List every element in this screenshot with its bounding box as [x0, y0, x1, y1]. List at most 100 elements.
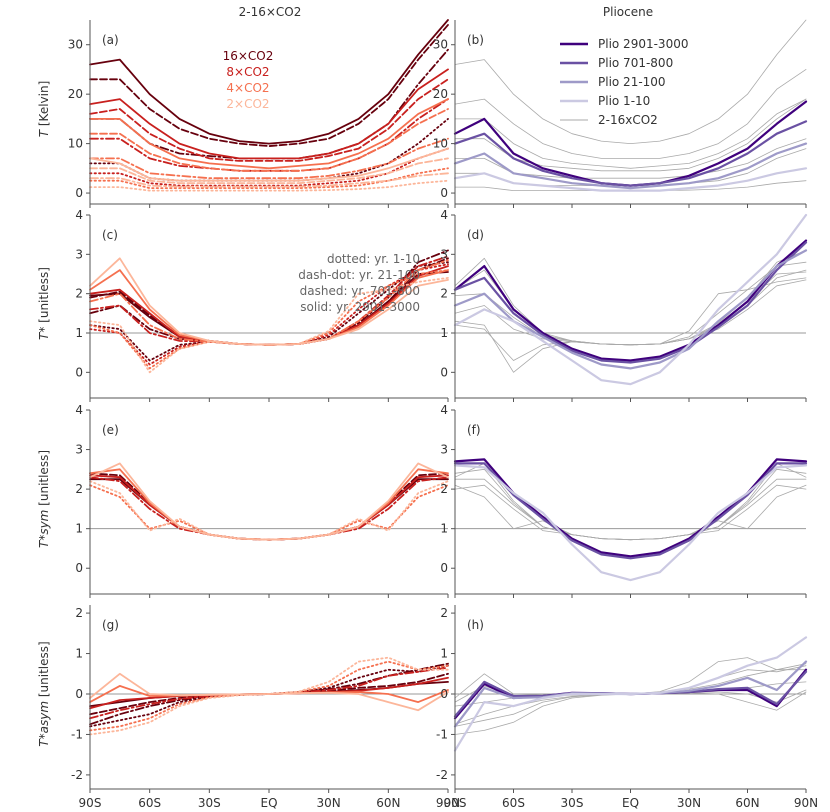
y-tick-label: 30	[433, 38, 448, 52]
y-tick-label: 10	[433, 137, 448, 151]
series-line	[453, 636, 808, 752]
y-tick-label: 2	[440, 287, 448, 301]
y-tick-label: 3	[75, 443, 83, 457]
series-line	[453, 167, 808, 192]
y-axis-label: T*sym [unitless]	[37, 450, 51, 548]
y-axis-label-symbol: T*	[37, 323, 51, 340]
legend-plio-label: 2-16xCO2	[598, 113, 658, 127]
series-line	[89, 147, 449, 182]
series-line	[89, 480, 449, 541]
y-axis-label-unit: [unitless]	[37, 450, 51, 506]
panel-label: (g)	[102, 618, 119, 632]
y-tick-label: 3	[440, 247, 448, 261]
y-axis-label: T [Kelvin]	[37, 81, 51, 138]
x-tick-label: 60S	[502, 796, 525, 810]
series-line	[89, 137, 449, 180]
series-line	[89, 157, 449, 185]
series-line	[89, 462, 449, 541]
series-line	[89, 167, 449, 189]
series-line	[453, 239, 808, 362]
y-tick-label: 1	[75, 647, 83, 661]
legend-plio-label: Plio 21-100	[598, 75, 666, 89]
y-tick-label: 20	[68, 87, 83, 101]
series-line	[453, 213, 808, 386]
y-tick-label: 2	[75, 606, 83, 620]
linestyle-note: dotted: yr. 1-10	[327, 252, 420, 266]
x-tick-label: 90N	[794, 796, 818, 810]
series-line	[453, 142, 808, 190]
x-tick-label: 30S	[561, 796, 584, 810]
y-tick-label: 0	[75, 561, 83, 575]
column-title-right: Pliocene	[603, 5, 653, 19]
series-line	[89, 666, 449, 720]
series-line	[89, 656, 449, 736]
y-tick-label: 0	[75, 186, 83, 200]
series-line	[89, 19, 449, 145]
series-line	[454, 69, 807, 159]
series-line	[453, 249, 808, 370]
linestyle-note: dash-dot: yr. 21-100	[298, 268, 420, 282]
panel-h: -2 -1 0 1 2 90S 60S 30S EQ 30N 60N 90N (h)	[436, 605, 818, 810]
x-tick-label: 90S	[79, 796, 102, 810]
y-tick-label: 2	[75, 482, 83, 496]
x-tick-label: 90N	[436, 796, 460, 810]
legend-co2-entry: 8×CO2	[226, 65, 269, 79]
legend-plio-label: Plio 1-10	[598, 94, 650, 108]
panel-label: (f)	[467, 423, 481, 437]
y-tick-label: 2	[75, 287, 83, 301]
y-axis-label-unit: [unitless]	[37, 641, 51, 697]
y-tick-label: 4	[75, 208, 83, 222]
panel-label: (a)	[102, 33, 119, 47]
y-tick-label: 0	[440, 186, 448, 200]
y-axis-label-unit: [unitless]	[37, 267, 51, 323]
y-tick-label: 10	[68, 137, 83, 151]
legend-co2-entry: 2×CO2	[226, 97, 269, 111]
x-tick-label: 60N	[376, 796, 400, 810]
series-line	[454, 19, 807, 144]
panel-label: (e)	[102, 423, 119, 437]
y-axis-label: T*asym [unitless]	[37, 641, 51, 746]
panel-a: 0 10 20 30 (a) T [Kelvin]	[37, 19, 449, 208]
series-line	[89, 474, 449, 541]
x-tick-label: 30S	[198, 796, 221, 810]
y-tick-label: 4	[440, 403, 448, 417]
series-line	[89, 172, 449, 188]
panel-d: 0 1 2 3 4 (d)	[440, 208, 808, 402]
panel-label: (h)	[467, 618, 484, 632]
series-line	[89, 24, 449, 147]
x-tick-label: 90S	[444, 796, 467, 810]
y-tick-label: 1	[440, 647, 448, 661]
y-tick-label: 2	[440, 482, 448, 496]
series-line	[89, 68, 449, 160]
x-tick-label: 30N	[677, 796, 701, 810]
column-title-left: 2-16×CO2	[239, 5, 302, 19]
linestyle-note: dashed: yr. 701-800	[300, 284, 420, 298]
series-line	[89, 261, 449, 362]
series-line	[89, 249, 449, 346]
series-line	[89, 472, 449, 541]
y-tick-label: 0	[440, 365, 448, 379]
series-line	[89, 478, 449, 541]
series-line	[89, 108, 449, 172]
series-line	[89, 277, 449, 374]
panel-label: (b)	[467, 33, 484, 47]
y-axis-label-symbol: T*asym	[37, 697, 51, 747]
series-line	[454, 271, 807, 346]
panel-g: -2 -1 0 1 2 90S 60S 30S EQ 30N 60N 90N (g) T*asym [un…	[37, 605, 460, 810]
x-tick-label: 60N	[735, 796, 759, 810]
y-tick-label: 1	[75, 522, 83, 536]
y-tick-label: 1	[440, 326, 448, 340]
y-tick-label: -2	[436, 768, 448, 782]
y-tick-label: 0	[75, 365, 83, 379]
series-line	[89, 476, 449, 541]
series-line	[89, 78, 449, 162]
linestyle-note: solid: yr. 2901-3000	[300, 300, 420, 314]
y-tick-label: 3	[75, 247, 83, 261]
series-line	[453, 458, 808, 558]
series-line	[454, 98, 807, 169]
series-line	[89, 257, 449, 346]
legend-co2-entry: 16×CO2	[223, 49, 274, 63]
legend-plio-label: Plio 701-800	[598, 56, 673, 70]
y-tick-label: 30	[68, 38, 83, 52]
